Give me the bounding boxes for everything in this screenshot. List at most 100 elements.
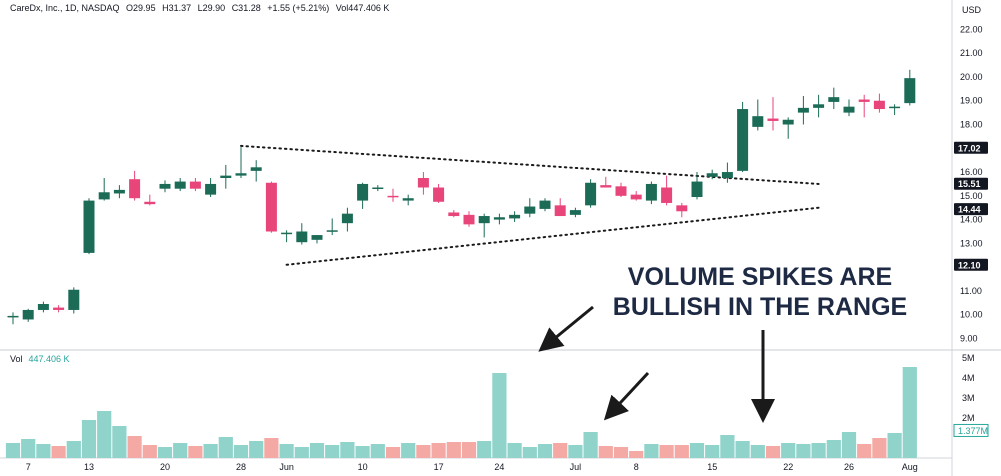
volume-bar	[613, 447, 629, 458]
volume-bar	[385, 447, 401, 458]
volume-bar	[416, 445, 431, 458]
candle-body	[493, 217, 505, 220]
price-tag	[954, 258, 988, 271]
volume-bar	[21, 439, 36, 458]
volume-bar	[325, 445, 340, 458]
candle-body	[22, 309, 34, 320]
price-tag-label: 12.10	[958, 260, 981, 270]
volume-bar	[5, 443, 21, 458]
volume-bar	[127, 436, 142, 458]
candle-body	[326, 230, 338, 232]
candle-body	[144, 201, 156, 205]
volume-label: Vol	[10, 354, 23, 364]
candle-body	[235, 173, 247, 176]
volume-bar	[553, 443, 568, 458]
volume-bar	[583, 432, 598, 458]
close-value: C31.28	[231, 3, 261, 13]
candle-body	[569, 210, 581, 215]
candle-body	[53, 307, 65, 310]
candle-body	[539, 200, 551, 209]
time-tick-label: 22	[783, 462, 793, 472]
volume-bar	[157, 447, 173, 458]
arrow-1	[538, 305, 594, 352]
volume-bar	[720, 435, 735, 458]
candle-body	[478, 216, 490, 224]
volume-bar	[705, 445, 720, 458]
trendline	[285, 206, 820, 266]
volume-tag	[953, 423, 989, 437]
volume-bar	[826, 440, 841, 458]
volume-bar	[446, 442, 461, 458]
candle-body	[889, 106, 901, 109]
candle-body	[691, 181, 703, 198]
triangle-trendlines	[240, 144, 820, 266]
candle-body	[341, 213, 353, 224]
time-tick-label: Jul	[570, 462, 582, 472]
price-tick-label: 10.00	[960, 310, 983, 320]
volume-bar	[674, 445, 689, 458]
candle-body	[828, 97, 840, 102]
candle-body	[904, 78, 916, 104]
volume-bar	[857, 444, 872, 458]
candles	[7, 69, 916, 325]
price-tag	[954, 177, 988, 190]
candle-body	[706, 173, 718, 177]
volume-tick-label: 2M	[962, 413, 975, 423]
volume-bar	[218, 437, 233, 458]
candle-body	[387, 195, 399, 198]
volume-bar	[796, 444, 811, 458]
candle-body	[524, 206, 536, 214]
time-axis: 7 13 20 28 Jun 10 17 24 Jul 8 15 22 26 Aug	[26, 462, 918, 472]
volume-bar	[51, 446, 66, 458]
volume-tick-label: 4M	[962, 373, 975, 383]
volume-bar	[188, 446, 203, 458]
price-tag-label: 14.44	[958, 205, 981, 215]
volume-bar	[431, 443, 446, 458]
volume-bar	[887, 433, 902, 458]
price-axis: 9.00 10.00 11.00 13.00 14.00 15.00 16.00 18.00 1…	[954, 5, 988, 343]
volume-tick-label: 3M	[962, 393, 975, 403]
volume-bar	[370, 444, 385, 458]
price-tick-label: 18.00	[960, 120, 983, 130]
candle-body	[509, 214, 521, 219]
volume-bar	[507, 443, 522, 458]
volume-bar	[902, 367, 917, 458]
time-tick-label: 17	[434, 462, 444, 472]
candle-body	[37, 304, 49, 310]
price-tick-label: 19.00	[960, 96, 983, 106]
candle-body	[129, 179, 141, 199]
volume-bar	[355, 446, 370, 458]
time-tick-label: 24	[494, 462, 504, 472]
candle-body	[402, 198, 414, 201]
candle-body	[372, 187, 384, 190]
time-tick-label: 20	[160, 462, 170, 472]
time-tick-label: Jun	[279, 462, 294, 472]
candle-body	[7, 315, 19, 318]
price-tick-label: 11.00	[960, 286, 982, 296]
volume-bar	[340, 442, 355, 458]
trendline	[240, 144, 820, 185]
candle-body	[357, 183, 369, 201]
candle-body	[721, 172, 733, 178]
arrow-2	[603, 371, 650, 421]
volume-bar	[522, 447, 537, 458]
time-tick-label: 15	[707, 462, 717, 472]
symbol-header: CareDx, Inc., 1D, NASDAQ O29.95 H31.37 L…	[10, 3, 393, 13]
volume-pane-label: Vol 447.406 K	[10, 354, 70, 364]
open-value: O29.95	[126, 3, 156, 13]
candle-body	[113, 189, 125, 194]
volume-bar	[309, 443, 325, 458]
volume-value: Vol447.406 K	[335, 3, 390, 13]
volume-bar	[66, 441, 81, 458]
volume-bar	[811, 443, 826, 458]
time-tick-label: 13	[84, 462, 94, 472]
candle-body	[752, 116, 764, 127]
annotation-line-1: VOLUME SPIKES ARE	[627, 263, 893, 291]
candle-body	[645, 183, 657, 201]
low-value: L29.90	[197, 3, 226, 13]
volume-bar	[781, 443, 796, 458]
price-tick-label: 22.00	[960, 24, 983, 34]
candle-body	[615, 186, 627, 196]
volume-bar	[629, 451, 644, 458]
